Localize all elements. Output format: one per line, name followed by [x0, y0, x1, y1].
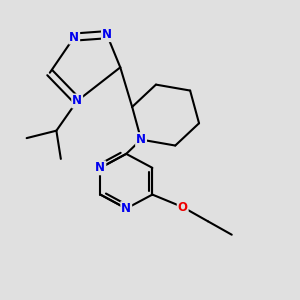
Text: O: O [178, 201, 188, 214]
Text: N: N [72, 94, 82, 107]
Text: N: N [136, 133, 146, 146]
Text: N: N [121, 202, 131, 215]
Text: N: N [102, 28, 112, 41]
Text: N: N [95, 161, 105, 174]
Text: N: N [69, 31, 79, 44]
